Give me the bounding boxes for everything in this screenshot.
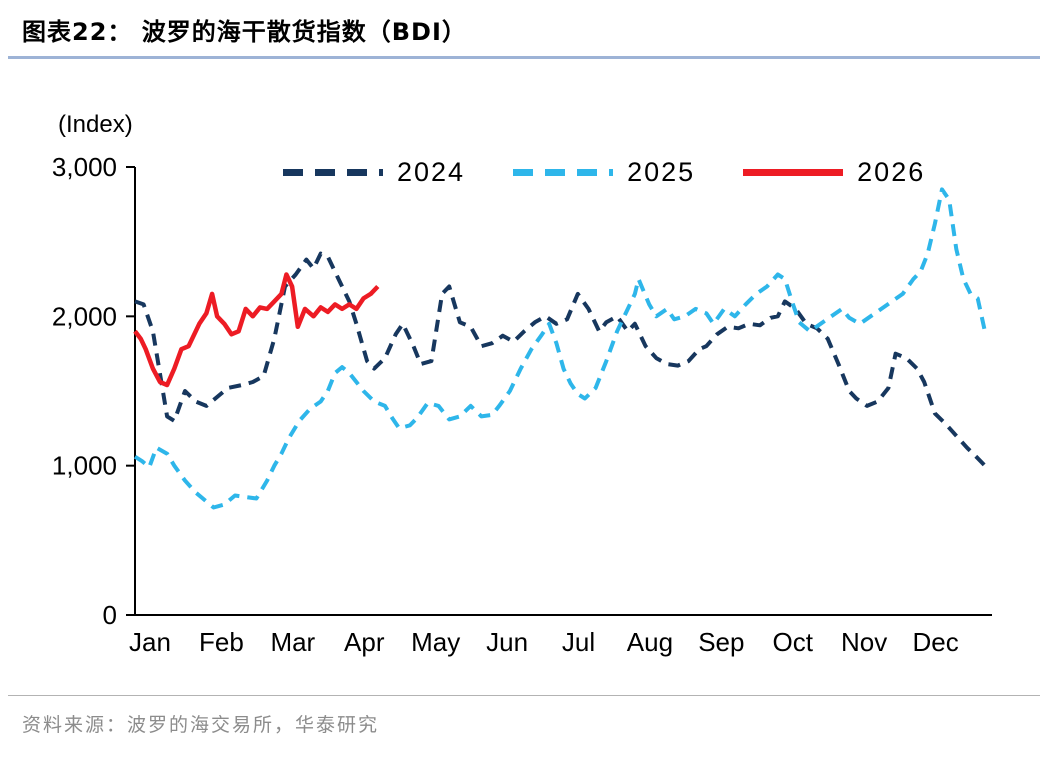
series-line-2024 [134, 251, 987, 468]
x-tick-label: Mar [270, 627, 315, 657]
chart-area: (Index) 0 1,000 2,000 3,000 Jan Feb Mar Apr May J… [0, 59, 1048, 679]
legend-item-2024: 2024 [283, 157, 465, 188]
y-axis-unit-label: (Index) [58, 111, 133, 138]
legend-item-2026: 2026 [743, 157, 925, 188]
legend-label-2025: 2025 [627, 157, 696, 187]
x-tick-label: Oct [773, 627, 814, 657]
figure-header: 图表22： 波罗的海干散货指数（BDI） [0, 0, 1048, 47]
y-tick-label: 3,000 [52, 152, 117, 182]
legend-label-2024: 2024 [397, 157, 466, 187]
x-tick-label: Dec [912, 627, 958, 657]
legend-item-2025: 2025 [513, 157, 695, 188]
x-tick-label: Aug [627, 627, 673, 657]
chart-legend: 2024 2025 2026 [283, 157, 925, 188]
footer: 资料来源：波罗的海交易所，华泰研究 [8, 695, 1040, 737]
y-tick-label: 1,000 [52, 451, 117, 481]
x-tick-label: Apr [344, 627, 385, 657]
x-tick-label: Jan [129, 627, 171, 657]
figure-title: 图表22： 波罗的海干散货指数（BDI） [22, 18, 467, 46]
x-tick-label: Jul [562, 627, 595, 657]
y-tick-label: 0 [103, 600, 117, 630]
legend-label-2026: 2026 [857, 157, 926, 187]
x-tick-label: Nov [841, 627, 887, 657]
legend-line-sample-2026 [743, 169, 844, 176]
legend-line-sample-2025 [513, 169, 614, 176]
series-line-2025 [133, 187, 987, 510]
title-divider [8, 56, 1040, 59]
series-line-2026 [133, 272, 380, 388]
legend-line-sample-2024 [283, 169, 383, 176]
y-tick-label: 2,000 [52, 301, 117, 331]
x-tick-label: Sep [698, 627, 744, 657]
source-text: 资料来源：波罗的海交易所，华泰研究 [22, 715, 380, 736]
bdi-line-chart: 0 1,000 2,000 3,000 Jan Feb Mar Apr May Jun Jul Aug… [52, 152, 992, 657]
x-tick-label: May [411, 627, 460, 657]
x-tick-label: Feb [199, 627, 244, 657]
x-tick-label: Jun [486, 627, 528, 657]
